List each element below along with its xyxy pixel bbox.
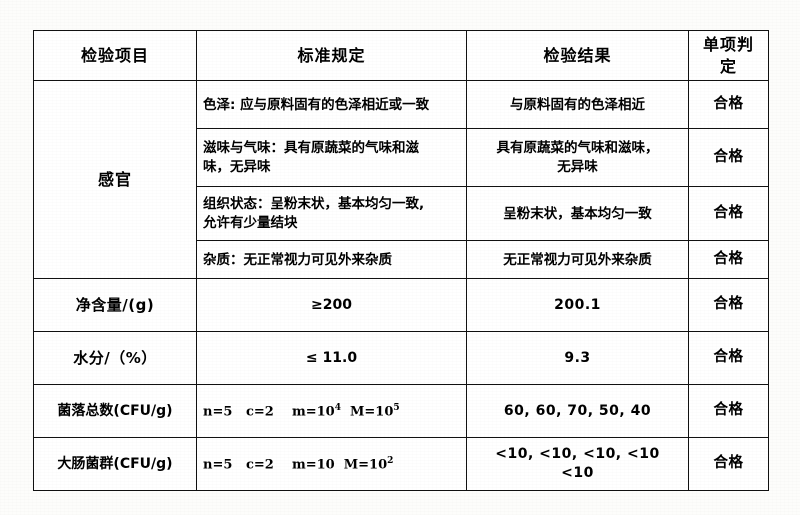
spec-color: 色泽: 应与原料固有的色泽相近或一致 (196, 80, 467, 130)
table-row: 水分/（%） ≤ 11.0 9.3 合格 (33, 331, 769, 386)
spec-tpc-M: M=10 (350, 404, 394, 420)
verdict-texture: 合格 (688, 186, 769, 242)
result-coliform-line2: <10 (561, 465, 594, 482)
spec-tpc-m-exponent: 4 (334, 402, 341, 413)
result-coliform-line1: <10, <10, <10, <10 (495, 446, 660, 463)
verdict-net-content: 合格 (688, 278, 769, 333)
header-cell-standard: 标准规定 (196, 29, 467, 82)
header-cell-result: 检验结果 (466, 29, 689, 82)
inspection-report-table: 检验项目 标准规定 检验结果 单项判定 感官 色泽: 应与原料固有的色泽相近或一… (33, 29, 769, 492)
spec-impurity: 杂质：无正常视力可见外来杂质 (196, 240, 467, 280)
result-moisture: 9.3 (466, 331, 689, 386)
result-taste-odor-line2: 无异味 (557, 158, 598, 175)
verdict-color: 合格 (688, 80, 769, 130)
spec-total-plate-count: n=5 c=2 m=104 M=105 (196, 384, 467, 439)
spec-coliform-M-exponent: 2 (387, 455, 394, 466)
sensory-group-label: 感官 (33, 80, 197, 280)
item-net-content: 净含量/(g) (33, 278, 197, 333)
spec-tpc-m: m=10 (291, 404, 335, 420)
spec-net-content: ≥200 (196, 278, 467, 333)
result-net-content: 200.1 (466, 278, 689, 333)
spec-texture: 组织状态：呈粉末状，基本均匀一致, 允许有少量结块 (196, 186, 467, 242)
result-total-plate-count: 60, 60, 70, 50, 40 (466, 384, 689, 439)
result-taste-odor: 具有原蔬菜的气味和滋味， 无异味 (466, 128, 689, 188)
table-row: 感官 色泽: 应与原料固有的色泽相近或一致 与原料固有的色泽相近 合格 (33, 80, 769, 280)
spec-taste-odor-line1: 滋味与气味：具有原蔬菜的气味和滋 (203, 140, 419, 157)
verdict-total-plate-count: 合格 (688, 384, 769, 439)
table-row: 净含量/(g) ≥200 200.1 合格 (33, 278, 769, 333)
spec-moisture: ≤ 11.0 (196, 331, 467, 386)
spec-coliform-n: n=5 (203, 457, 233, 473)
result-impurity: 无正常视力可见外来杂质 (466, 240, 689, 280)
result-color: 与原料固有的色泽相近 (466, 80, 689, 130)
verdict-coliform: 合格 (688, 437, 769, 492)
result-coliform: <10, <10, <10, <10 <10 (466, 437, 689, 492)
result-texture: 呈粉末状，基本均匀一致 (466, 186, 689, 242)
result-taste-odor-line1: 具有原蔬菜的气味和滋味， (496, 140, 659, 157)
spec-coliform: n=5 c=2 m=10 M=102 (196, 437, 467, 492)
spec-coliform-c: c=2 (245, 457, 274, 473)
spec-tpc-c: c=2 (245, 404, 274, 420)
item-total-plate-count: 菌落总数(CFU/g) (33, 384, 197, 439)
spec-taste-odor: 滋味与气味：具有原蔬菜的气味和滋 味，无异味 (196, 128, 467, 188)
report-table: 检验项目 标准规定 检验结果 单项判定 感官 色泽: 应与原料固有的色泽相近或一… (33, 29, 769, 492)
verdict-moisture: 合格 (688, 331, 769, 386)
verdict-impurity: 合格 (688, 240, 769, 280)
item-moisture: 水分/（%） (33, 331, 197, 386)
table-header-row: 检验项目 标准规定 检验结果 单项判定 (33, 29, 769, 82)
spec-taste-odor-line2: 味，无异味 (203, 158, 271, 175)
table-row: 菌落总数(CFU/g) n=5 c=2 m=104 M=105 60, 60, … (33, 384, 769, 439)
spec-texture-line2: 允许有少量结块 (203, 214, 298, 231)
spec-coliform-M: M=10 (343, 457, 388, 473)
spec-tpc-M-exponent: 5 (393, 402, 400, 413)
spec-texture-line1: 组织状态：呈粉末状，基本均匀一致, (203, 196, 425, 213)
table-row: 滋味与气味：具有原蔬菜的气味和滋 味，无异味 具有原蔬菜的气味和滋味， 无异味 … (34, 128, 769, 188)
header-cell-item: 检验项目 (33, 29, 197, 82)
spec-coliform-m: m=10 (291, 457, 335, 473)
spec-tpc-n: n=5 (203, 404, 233, 420)
verdict-taste-odor: 合格 (688, 128, 769, 188)
table-row: 大肠菌群(CFU/g) n=5 c=2 m=10 M=102 <10, <10,… (33, 437, 769, 492)
header-cell-verdict: 单项判定 (688, 29, 769, 82)
item-coliform: 大肠菌群(CFU/g) (33, 437, 197, 492)
